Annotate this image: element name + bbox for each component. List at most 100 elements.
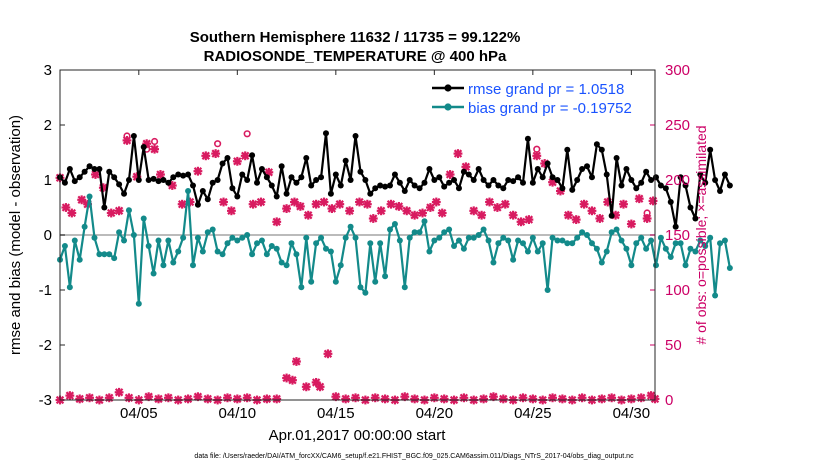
obs-assimilated-marker	[516, 217, 526, 227]
rmse-point	[500, 185, 507, 192]
legend-bias-marker	[444, 103, 452, 111]
obs-assimilated-marker	[626, 219, 636, 229]
bias-point	[618, 237, 625, 244]
obs-assimilated-marker	[642, 214, 652, 223]
rmse-point	[111, 174, 118, 181]
rmse-point	[726, 182, 733, 189]
bias-point	[638, 234, 645, 241]
y-axis-label: rmse and bias (model - observation)	[7, 115, 24, 355]
rmse-point	[515, 174, 522, 181]
rmse-point	[662, 185, 669, 192]
obs-assimilated-marker	[498, 394, 508, 404]
rmse-point	[667, 199, 674, 205]
rmse-point	[465, 171, 472, 178]
y-right-tick-label: 100	[665, 282, 690, 299]
rmse-point	[106, 168, 113, 175]
y-tick-labels: -3 -2 -1 0 1 2 3	[39, 62, 52, 409]
x-tick-labels: 04/05 04/10 04/15 04/20 04/25 04/30	[120, 405, 650, 422]
rmse-point	[519, 179, 526, 186]
rmse-point	[71, 178, 78, 185]
rmse-point	[505, 177, 512, 183]
bias-point	[135, 300, 142, 307]
bias-point	[303, 234, 310, 241]
rmse-point	[155, 178, 162, 185]
rmse-point	[61, 179, 68, 186]
bias-point	[209, 226, 216, 233]
rmse-point	[717, 188, 724, 194]
rmse-point	[180, 172, 187, 179]
bias-point	[347, 223, 354, 230]
x-tick-label: 04/10	[219, 405, 257, 422]
bias-point	[337, 262, 344, 269]
obs-assimilated-marker	[262, 394, 272, 404]
y-tick-label: -3	[39, 392, 52, 409]
bias-point	[194, 234, 201, 241]
rmse-point	[643, 168, 650, 175]
bias-point	[180, 234, 187, 241]
bias-point	[199, 248, 206, 255]
plot-frame	[59, 69, 656, 401]
rmse-point	[633, 185, 640, 192]
rmse-point	[544, 160, 551, 167]
bias-point	[534, 248, 541, 255]
rmse-point	[677, 174, 684, 181]
obs-assimilated-marker	[104, 393, 114, 403]
obs-assimilated-marker	[425, 203, 435, 212]
bias-point	[111, 255, 118, 262]
rmse-point	[382, 183, 389, 190]
bias-point	[327, 248, 334, 255]
obs-assimilated-marker	[193, 166, 203, 176]
bias-point	[613, 226, 620, 233]
rmse-point	[145, 177, 152, 183]
rmse-point	[308, 182, 315, 189]
bias-point	[308, 278, 315, 285]
obs-assimilated-marker	[532, 151, 542, 161]
rmse-point	[258, 166, 265, 172]
rmse-point	[455, 185, 462, 192]
bias-point	[106, 251, 113, 258]
rmse-point	[337, 182, 344, 189]
rmse-point	[91, 166, 98, 172]
legend-box	[428, 75, 650, 123]
rmse-point	[391, 171, 398, 178]
obs-assimilated-marker	[345, 206, 355, 216]
rmse-point	[490, 177, 497, 183]
rmse-point	[529, 179, 536, 186]
obs-assimilated-marker	[156, 170, 165, 179]
obs-assimilated-marker	[500, 199, 510, 209]
obs-assimilated-marker	[219, 197, 228, 207]
obs-assimilated-marker	[508, 210, 518, 220]
obs-assimilated-marker	[331, 392, 341, 402]
rmse-point	[219, 160, 226, 167]
obs-assimilated-marker	[459, 393, 469, 403]
bias-point	[574, 234, 581, 241]
rmse-point	[239, 171, 246, 178]
rmse-point	[648, 177, 655, 183]
obs-assimilated-marker	[524, 215, 534, 225]
bias-point	[480, 226, 487, 233]
rmse-point	[475, 166, 482, 172]
bias-point	[712, 292, 719, 299]
bias-point	[125, 207, 132, 214]
rmse-point	[160, 177, 167, 183]
rmse-point	[446, 179, 453, 186]
rmse-point	[411, 182, 418, 189]
rmse-point	[229, 185, 236, 192]
rmse-point	[342, 157, 349, 164]
rmse-point	[549, 174, 556, 181]
obs-assimilated-marker	[144, 392, 154, 402]
y-tick-label: 1	[44, 172, 52, 189]
rmse-point	[697, 171, 704, 178]
obs-assimilated-marker	[577, 393, 587, 403]
obs-assimilated-marker	[355, 197, 364, 207]
bias-point	[66, 284, 73, 291]
obs-assimilated-marker	[351, 393, 360, 403]
bias-point	[160, 262, 167, 269]
rmse-point	[170, 174, 177, 181]
obs-assimilated-marker	[380, 394, 390, 404]
obs-possible-marker	[214, 140, 222, 148]
obs-assimilated-marker	[106, 208, 116, 218]
bias-point	[500, 234, 507, 241]
obs-assimilated-marker	[226, 206, 236, 216]
bias-point	[258, 237, 265, 244]
